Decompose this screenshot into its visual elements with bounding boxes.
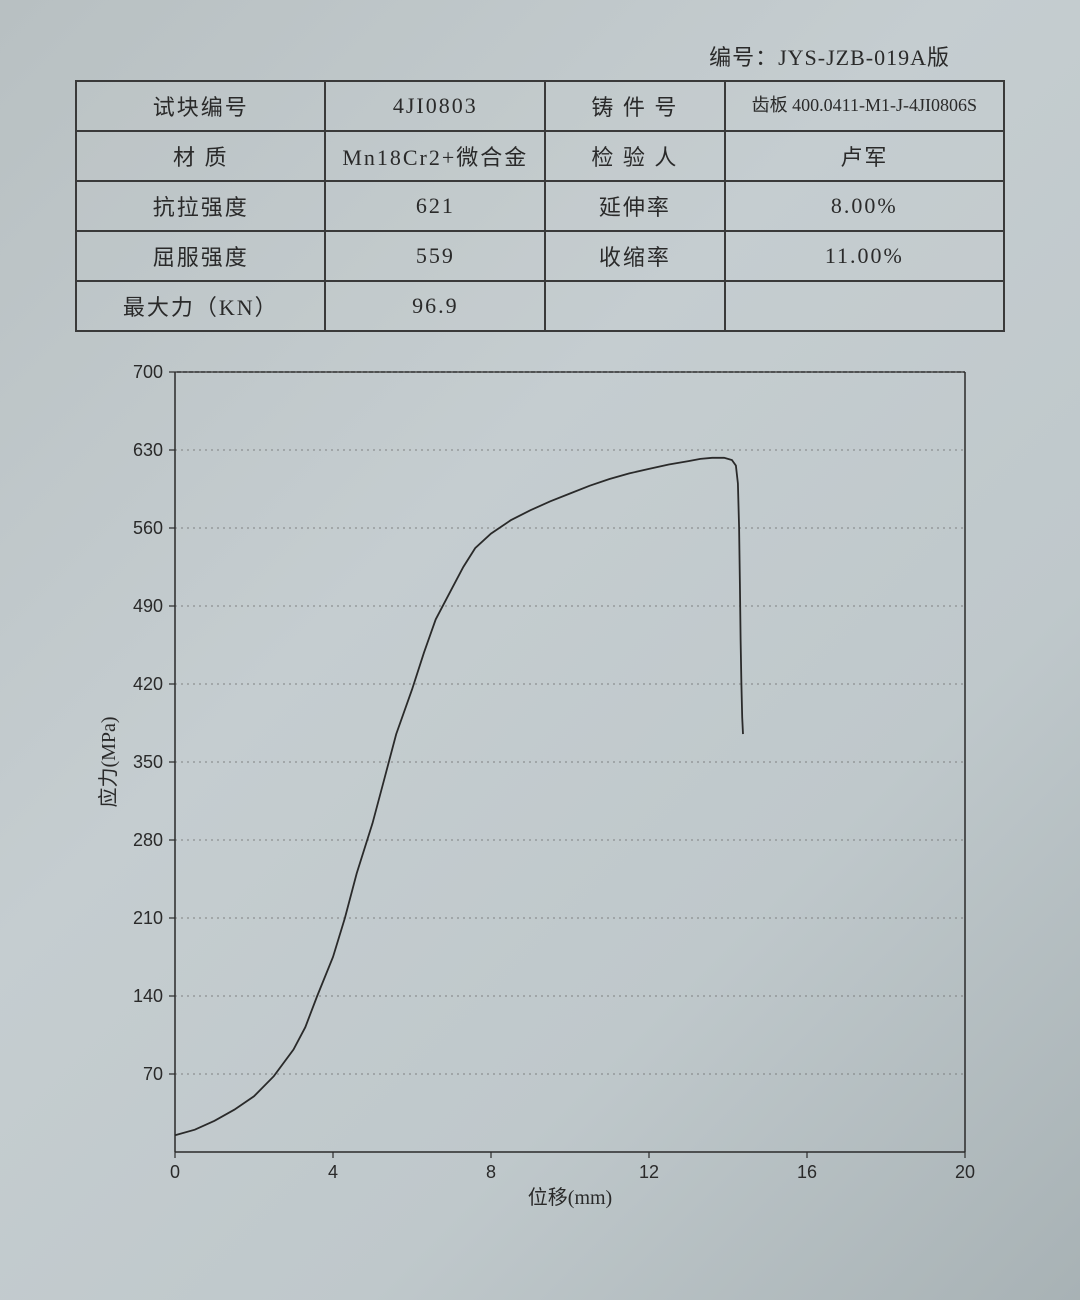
svg-text:20: 20 bbox=[955, 1162, 975, 1182]
table-cell: 铸 件 号 bbox=[545, 81, 724, 131]
table-row: 抗拉强度621延伸率8.00% bbox=[76, 181, 1004, 231]
table-cell bbox=[725, 281, 1004, 331]
table-cell: 559 bbox=[325, 231, 545, 281]
doc-number-label: 编号： bbox=[709, 45, 778, 70]
svg-text:16: 16 bbox=[797, 1162, 817, 1182]
table-cell: 8.00% bbox=[725, 181, 1004, 231]
svg-text:70: 70 bbox=[143, 1064, 163, 1084]
x-axis-label: 位移(mm) bbox=[528, 1186, 612, 1209]
table-cell: 收缩率 bbox=[545, 231, 724, 281]
table-cell: 4JI0803 bbox=[325, 81, 545, 131]
stress-displacement-chart: 70 140 210 280 350 420 490 560 630 700 0 4 8 12 16 20 位移… bbox=[75, 352, 1005, 1232]
svg-text:140: 140 bbox=[133, 986, 163, 1006]
table-cell: 11.00% bbox=[725, 231, 1004, 281]
svg-text:210: 210 bbox=[133, 908, 163, 928]
table-row: 试块编号4JI0803铸 件 号齿板 400.0411-M1-J-4JI0806… bbox=[76, 81, 1004, 131]
svg-text:0: 0 bbox=[170, 1162, 180, 1182]
table-cell: 齿板 400.0411-M1-J-4JI0806S bbox=[725, 81, 1004, 131]
svg-text:420: 420 bbox=[133, 674, 163, 694]
stress-curve bbox=[175, 458, 743, 1136]
svg-text:490: 490 bbox=[133, 596, 163, 616]
svg-text:700: 700 bbox=[133, 362, 163, 382]
table-cell: 卢军 bbox=[725, 131, 1004, 181]
info-table: 试块编号4JI0803铸 件 号齿板 400.0411-M1-J-4JI0806… bbox=[75, 80, 1005, 332]
table-cell: 试块编号 bbox=[76, 81, 325, 131]
svg-text:4: 4 bbox=[328, 1162, 338, 1182]
table-cell: 材 质 bbox=[76, 131, 325, 181]
y-axis-label: 应力(MPa) bbox=[97, 716, 120, 807]
doc-number-value: JYS-JZB-019A版 bbox=[778, 45, 950, 70]
table-row: 屈服强度559收缩率11.00% bbox=[76, 231, 1004, 281]
table-cell: 抗拉强度 bbox=[76, 181, 325, 231]
table-cell bbox=[545, 281, 724, 331]
svg-text:280: 280 bbox=[133, 830, 163, 850]
table-row: 材 质Mn18Cr2+微合金检 验 人卢军 bbox=[76, 131, 1004, 181]
table-cell: 屈服强度 bbox=[76, 231, 325, 281]
svg-text:350: 350 bbox=[133, 752, 163, 772]
svg-text:12: 12 bbox=[639, 1162, 659, 1182]
table-cell: 621 bbox=[325, 181, 545, 231]
table-cell: 最大力（KN） bbox=[76, 281, 325, 331]
table-cell: 检 验 人 bbox=[545, 131, 724, 181]
document-number: 编号：JYS-JZB-019A版 bbox=[50, 40, 950, 72]
table-cell: 96.9 bbox=[325, 281, 545, 331]
table-row: 最大力（KN）96.9 bbox=[76, 281, 1004, 331]
svg-text:630: 630 bbox=[133, 440, 163, 460]
table-cell: 延伸率 bbox=[545, 181, 724, 231]
table-cell: Mn18Cr2+微合金 bbox=[325, 131, 545, 181]
chart-svg: 70 140 210 280 350 420 490 560 630 700 0 4 8 12 16 20 位移… bbox=[75, 352, 1005, 1232]
svg-text:8: 8 bbox=[486, 1162, 496, 1182]
svg-text:560: 560 bbox=[133, 518, 163, 538]
document-page: 编号：JYS-JZB-019A版 试块编号4JI0803铸 件 号齿板 400.… bbox=[0, 0, 1080, 1300]
